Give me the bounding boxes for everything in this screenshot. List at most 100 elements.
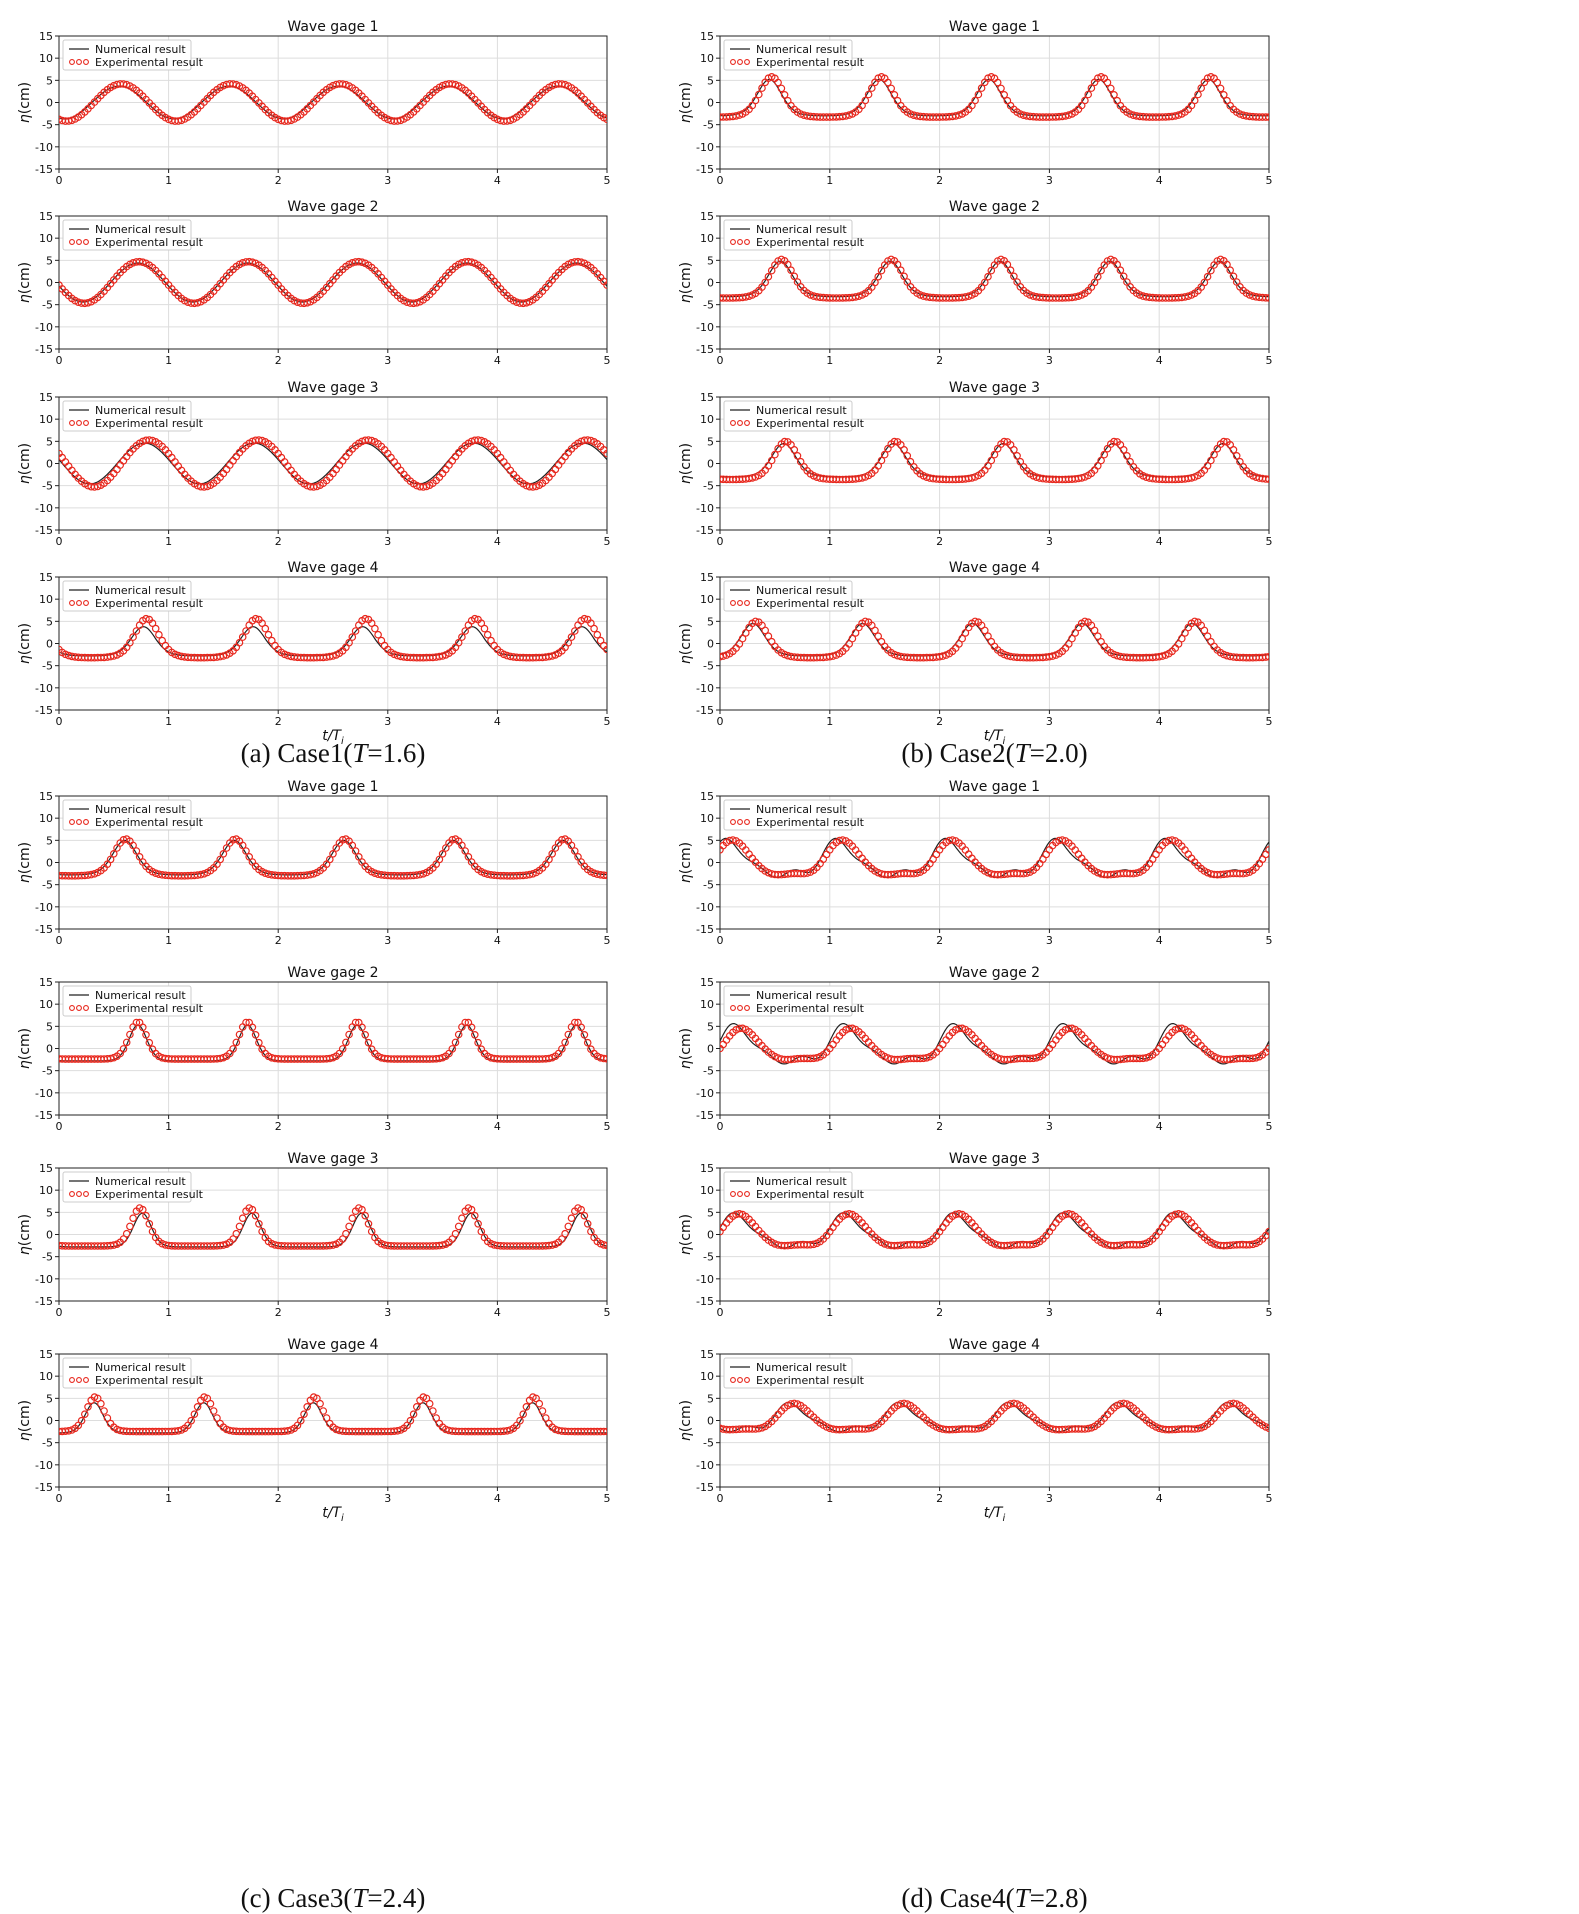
experimental-point <box>738 634 747 643</box>
experimental-point <box>1249 1240 1257 1249</box>
x-tick-label: 5 <box>604 1306 611 1319</box>
experimental-point <box>87 870 96 879</box>
legend-box <box>62 580 192 612</box>
y-tick-label: -15 <box>35 704 53 717</box>
experimental-point <box>1265 475 1269 483</box>
experimental-point <box>145 1220 154 1228</box>
experimental-point <box>461 627 470 635</box>
subplot-title: Wave gage 3 <box>949 1151 1040 1167</box>
experimental-point <box>603 281 607 289</box>
experimental-point <box>313 1394 321 1403</box>
experimental-point <box>877 456 886 465</box>
x-tick-label: 2 <box>275 535 282 548</box>
experimental-point <box>467 1023 476 1032</box>
experimental-point <box>906 110 915 118</box>
experimental-point <box>1168 836 1176 844</box>
x-tick-label: 4 <box>1156 174 1163 187</box>
y-tick-label: 0 <box>46 277 53 290</box>
y-tick-label: -5 <box>42 119 53 132</box>
experimental-point <box>110 849 118 858</box>
x-tick-label: 0 <box>717 535 724 548</box>
experimental-point <box>587 1227 595 1236</box>
experimental-point <box>764 272 773 281</box>
experimental-point <box>1061 112 1070 120</box>
x-tick-label: 3 <box>1046 934 1053 947</box>
x-tick-label: 1 <box>826 1120 833 1133</box>
experimental-point <box>448 1045 457 1053</box>
x-tick-label: 5 <box>604 934 611 947</box>
y-tick-label: -10 <box>35 682 53 695</box>
experimental-point <box>1068 634 1076 643</box>
caption-suffix: =2.8) <box>1030 1883 1088 1913</box>
y-tick-label: -5 <box>42 879 53 892</box>
experimental-point <box>961 293 970 301</box>
x-tick-label: 5 <box>1266 934 1273 947</box>
experimental-point <box>139 1023 147 1032</box>
experimental-point <box>861 96 870 105</box>
experimental-point <box>720 1227 724 1236</box>
experimental-point <box>219 849 228 858</box>
y-axis-label-symbol: η <box>17 294 33 303</box>
experimental-point <box>577 258 586 267</box>
legend-marker-icon <box>83 1377 89 1383</box>
legend-box <box>62 1357 192 1389</box>
x-tick-label: 0 <box>717 1120 724 1133</box>
experimental-point <box>987 456 996 465</box>
experimental-point <box>790 272 799 281</box>
y-axis-label: η(cm) <box>17 1400 33 1441</box>
legend-label-numerical: Numerical result <box>756 1361 847 1374</box>
experimental-point <box>783 260 792 269</box>
experimental-point <box>145 1038 154 1047</box>
experimental-series <box>59 436 607 491</box>
experimental-point <box>1203 632 1212 641</box>
experimental-point <box>583 1038 592 1047</box>
legend-label-numerical: Numerical result <box>756 803 847 816</box>
experimental-point <box>1262 475 1269 483</box>
x-tick-label: 3 <box>1046 535 1053 548</box>
experimental-point <box>93 1394 102 1403</box>
y-axis-label: η(cm) <box>17 623 33 664</box>
experimental-point <box>316 1399 324 1408</box>
experimental-point <box>445 461 453 469</box>
y-tick-label: 0 <box>707 1229 714 1242</box>
experimental-point <box>955 640 963 648</box>
x-tick-label: 1 <box>826 1492 833 1505</box>
experimental-point <box>884 78 892 87</box>
y-tick-label: -10 <box>696 141 714 154</box>
experimental-point <box>790 1399 799 1408</box>
experimental-point <box>132 627 141 635</box>
y-tick-label: 5 <box>707 435 714 448</box>
y-tick-label: -15 <box>696 1481 714 1494</box>
x-tick-label: 2 <box>936 715 943 728</box>
experimental-point <box>851 629 860 637</box>
y-tick-label: 5 <box>707 834 714 847</box>
caption-suffix: =1.6) <box>367 738 425 768</box>
y-tick-label: 10 <box>700 232 714 245</box>
experimental-point <box>580 1211 589 1220</box>
experimental-point <box>861 617 870 626</box>
experimental-point <box>1220 437 1228 446</box>
x-tick-label: 5 <box>1266 1120 1273 1133</box>
y-tick-label: 0 <box>46 1415 53 1428</box>
caption-prefix: (d) Case4( <box>901 1883 1014 1913</box>
experimental-point <box>974 1424 983 1433</box>
y-axis-label-symbol: η <box>17 475 33 484</box>
experimental-point <box>1077 474 1086 482</box>
experimental-point <box>874 461 883 470</box>
y-tick-label: 10 <box>700 52 714 65</box>
y-tick-label: -15 <box>35 163 53 176</box>
experimental-point <box>906 457 915 466</box>
experimental-point <box>451 1229 460 1238</box>
legend-label-numerical: Numerical result <box>756 1175 847 1188</box>
experimental-point <box>1065 1210 1073 1218</box>
x-tick-label: 2 <box>936 354 943 367</box>
x-tick-label: 4 <box>1156 715 1163 728</box>
y-axis-label-unit: (cm) <box>17 623 33 655</box>
experimental-point <box>538 1407 547 1415</box>
y-tick-label: 5 <box>46 834 53 847</box>
